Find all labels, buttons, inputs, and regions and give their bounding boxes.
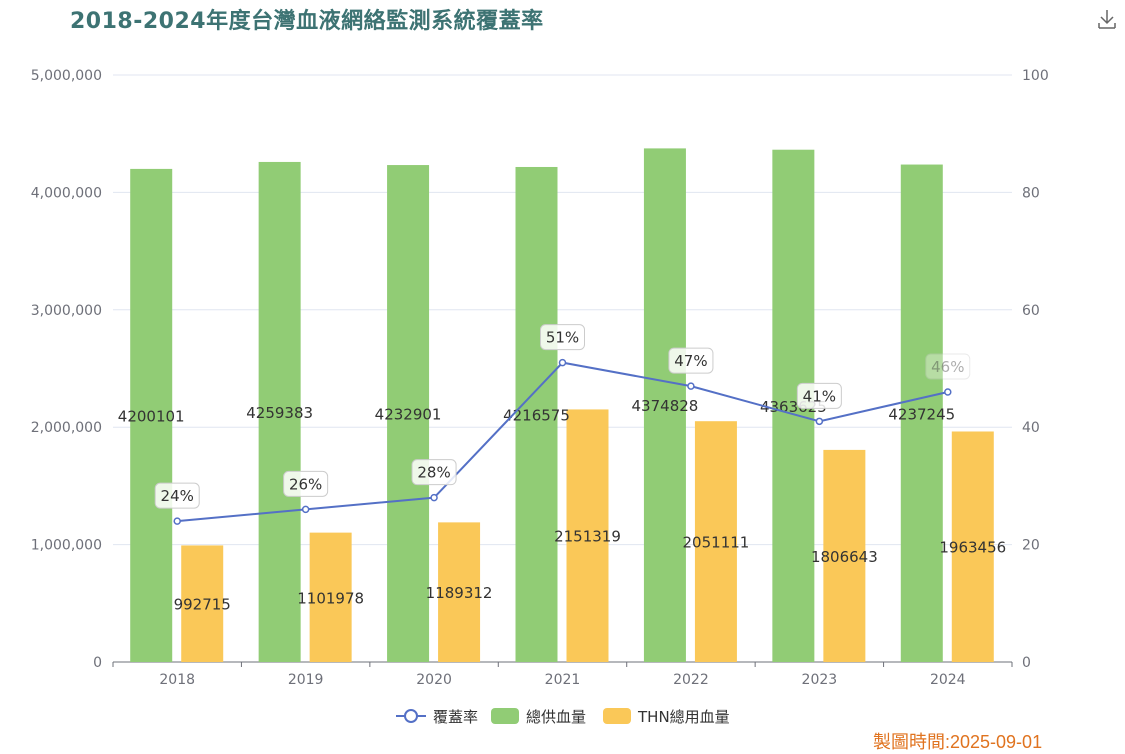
bar-label-used: 1806643 [811, 548, 878, 566]
bar-supply [387, 165, 430, 662]
bar-supply [258, 161, 301, 663]
bar-label-used: 992715 [174, 596, 231, 614]
left-tick-label: 1,000,000 [31, 538, 102, 554]
legend-rate-icon [404, 709, 418, 723]
rate-label: 47% [674, 352, 707, 370]
x-tick-label: 2018 [159, 672, 195, 688]
legend-rate-label: 覆蓋率 [433, 708, 478, 726]
bar-label-supply: 4237245 [888, 405, 955, 423]
bar-label-supply: 4374828 [632, 397, 699, 415]
right-tick-label: 20 [1022, 538, 1040, 554]
bar-supply [515, 166, 558, 662]
left-tick-label: 4,000,000 [31, 185, 102, 201]
rate-label: 28% [417, 464, 450, 482]
bar-used [566, 409, 609, 662]
left-tick-label: 3,000,000 [31, 303, 102, 319]
bar-supply [130, 168, 173, 662]
bar-used [951, 431, 994, 662]
legend-used-icon [603, 708, 631, 724]
bar-label-used: 2151319 [554, 528, 621, 546]
bar-supply [643, 148, 686, 662]
right-tick-label: 100 [1022, 68, 1049, 84]
bar-label-supply: 4232901 [375, 406, 442, 424]
bar-used [309, 532, 352, 662]
legend-supply-icon [491, 708, 519, 724]
left-tick-label: 5,000,000 [31, 68, 102, 84]
rate-label-box [796, 382, 842, 409]
rate-label: 51% [546, 329, 579, 347]
footer-timestamp: 製圖時間:2025-09-01 [873, 732, 1043, 752]
rate-point [301, 505, 310, 514]
left-tick-label: 2,000,000 [31, 420, 102, 436]
x-tick-label: 2022 [673, 672, 709, 688]
bar-label-used: 1189312 [426, 584, 493, 602]
rate-point [815, 417, 824, 426]
bar-label-used: 1963456 [939, 539, 1006, 557]
bar-label-supply: 4200101 [118, 407, 185, 425]
rate-point [944, 388, 952, 396]
rate-point [430, 493, 438, 502]
legend-used-label: THN總用血量 [637, 708, 730, 726]
bar-supply [900, 164, 943, 663]
right-tick-label: 60 [1022, 303, 1040, 319]
rate-label: 46% [931, 358, 964, 376]
chart-title: 2018-2024年度台灣血液網絡監測系統覆蓋率 [70, 9, 544, 34]
rate-point [687, 382, 695, 390]
bar-label-supply: 4259383 [246, 404, 313, 422]
right-tick-label: 40 [1022, 420, 1040, 436]
bar-used [823, 449, 866, 662]
x-tick-label: 2020 [416, 672, 452, 688]
x-tick-label: 2019 [288, 672, 324, 688]
rate-label-box [668, 347, 714, 374]
rate-point [173, 517, 181, 525]
rate-label: 41% [803, 387, 836, 405]
rate-label-box [925, 353, 971, 380]
left-tick-label: 0 [93, 655, 102, 671]
legend-supply-label: 總供血量 [526, 708, 586, 726]
rate-label-box [154, 482, 200, 509]
rate-label: 24% [161, 487, 194, 505]
rate-label: 26% [289, 475, 322, 493]
x-tick-label: 2023 [802, 672, 838, 688]
rate-point [558, 358, 567, 367]
bar-used [438, 522, 481, 662]
right-tick-label: 80 [1022, 185, 1040, 201]
bar-label-supply: 4216575 [503, 406, 570, 424]
download-icon[interactable] [1097, 8, 1117, 30]
x-tick-label: 2021 [545, 672, 581, 688]
bar-used [694, 421, 737, 662]
rate-label-box [283, 470, 329, 497]
rate-label-box [540, 324, 585, 351]
bar-label-used: 2051111 [683, 534, 750, 552]
right-tick-label: 0 [1022, 655, 1031, 671]
bar-label-used: 1101978 [297, 589, 364, 607]
bar-used [181, 545, 224, 662]
rate-label-box [411, 459, 457, 486]
x-tick-label: 2024 [930, 672, 966, 688]
